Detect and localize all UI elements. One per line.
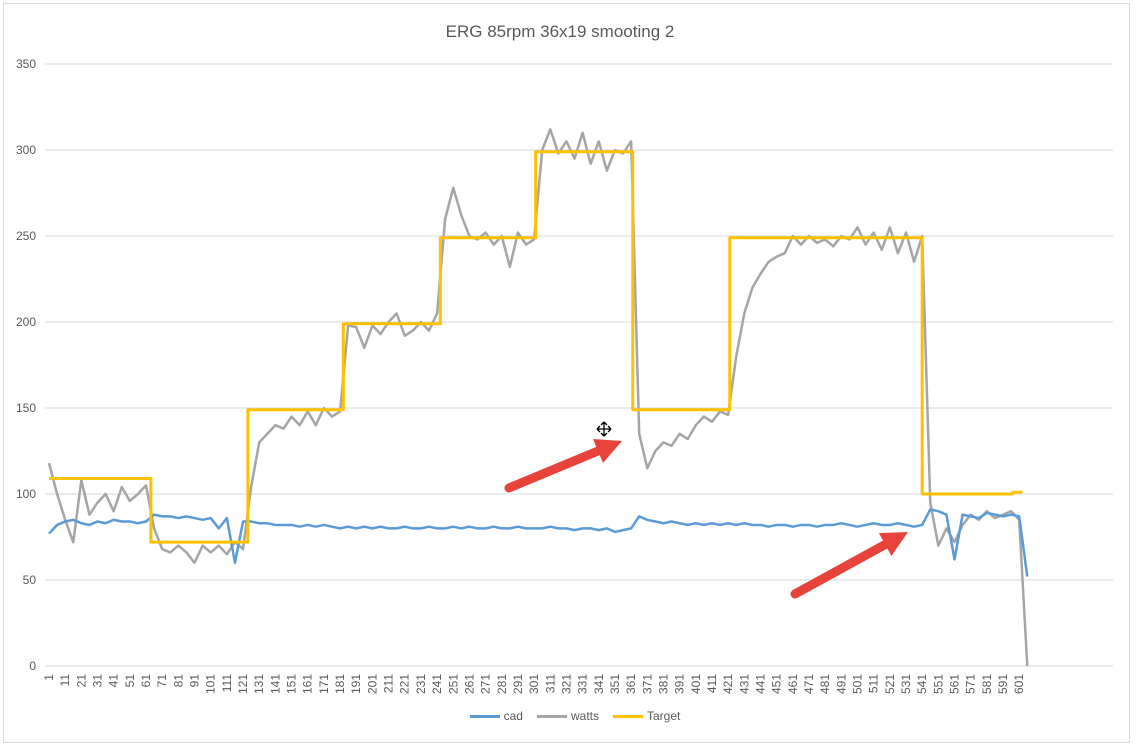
legend-item-cad[interactable]: cad (469, 709, 523, 723)
x-tick-label: 371 (640, 674, 654, 694)
x-tick-label: 391 (673, 674, 687, 694)
x-tick-label: 131 (252, 674, 266, 694)
series-line-watts (47, 128, 1029, 667)
x-tick-label: 451 (770, 674, 784, 694)
y-tick-label: 150 (16, 401, 36, 415)
legend-swatch-cad (469, 714, 500, 718)
y-tick-label: 50 (23, 573, 37, 587)
x-tick-label: 1 (42, 674, 56, 681)
x-tick-label: 551 (931, 674, 945, 694)
legend-item-target[interactable]: Target (613, 709, 680, 723)
legend: cad watts Target (0, 709, 1140, 723)
x-tick-label: 81 (171, 674, 185, 688)
annotation-arrow-1-head (593, 438, 622, 463)
x-tick-label: 201 (365, 674, 379, 694)
series-line-cad (48, 508, 1029, 577)
chart-title: ERG 85rpm 36x19 smooting 2 (445, 22, 675, 41)
legend-swatch-watts (536, 714, 567, 718)
x-tick-label: 171 (317, 674, 331, 694)
x-tick-label: 191 (349, 674, 363, 694)
y-tick-label: 250 (16, 229, 36, 243)
y-tick-label: 100 (16, 487, 36, 501)
x-tick-label: 181 (333, 674, 347, 694)
x-tick-label: 331 (576, 674, 590, 694)
legend-label-target: Target (647, 709, 681, 723)
x-tick-label: 41 (107, 674, 121, 688)
x-tick-label: 311 (543, 674, 557, 693)
x-tick-label: 571 (964, 674, 978, 694)
x-tick-label: 461 (786, 674, 800, 694)
annotation-arrow-2-shaft (790, 540, 890, 599)
chart-frame (3, 3, 1130, 743)
x-tick-label: 381 (656, 674, 670, 694)
x-tick-label: 441 (753, 674, 767, 694)
x-tick-label: 121 (236, 674, 250, 694)
annotation-arrow-2-head (878, 532, 908, 556)
x-tick-label: 271 (479, 674, 493, 694)
x-tick-label: 141 (268, 674, 282, 694)
series-line-target (49, 150, 1023, 544)
x-tick-label: 321 (559, 674, 573, 694)
y-tick-label: 300 (16, 143, 36, 157)
x-tick-label: 251 (446, 674, 460, 694)
x-tick-label: 261 (462, 674, 476, 694)
x-tick-label: 411 (705, 674, 719, 693)
x-tick-label: 211 (382, 674, 396, 693)
y-tick-label: 350 (16, 57, 36, 71)
x-tick-label: 561 (948, 674, 962, 694)
x-tick-label: 541 (915, 674, 929, 694)
x-tick-label: 61 (139, 674, 153, 688)
x-tick-label: 601 (1012, 674, 1026, 694)
x-tick-label: 521 (883, 674, 897, 694)
x-tick-label: 531 (899, 674, 913, 694)
legend-swatch-target (613, 714, 643, 718)
x-tick-label: 481 (818, 674, 832, 694)
x-tick-label: 281 (495, 674, 509, 694)
x-tick-label: 31 (91, 674, 105, 688)
x-tick-label: 51 (123, 674, 137, 688)
x-tick-label: 351 (608, 674, 622, 694)
x-tick-label: 581 (980, 674, 994, 694)
move-cursor-icon (596, 421, 612, 437)
x-tick-label: 91 (188, 674, 202, 688)
x-tick-label: 221 (398, 674, 412, 694)
x-tick-label: 71 (155, 674, 169, 688)
x-tick-label: 111 (220, 674, 234, 693)
x-tick-label: 491 (834, 674, 848, 694)
x-tick-label: 341 (592, 674, 606, 694)
x-tick-label: 401 (689, 674, 703, 694)
x-tick-label: 101 (204, 674, 218, 694)
x-tick-label: 161 (301, 674, 315, 694)
y-tick-label: 200 (16, 315, 36, 329)
legend-label-cad: cad (503, 709, 523, 723)
y-tick-label: 0 (29, 659, 36, 673)
x-tick-label: 301 (527, 674, 541, 694)
x-tick-label: 11 (58, 674, 72, 687)
x-tick-label: 21 (74, 674, 88, 688)
x-tick-label: 501 (851, 674, 865, 694)
x-tick-label: 291 (511, 674, 525, 694)
annotation-arrow-1-shaft (504, 446, 603, 493)
x-tick-label: 421 (721, 674, 735, 694)
x-tick-label: 471 (802, 674, 816, 694)
x-tick-label: 591 (996, 674, 1010, 694)
x-tick-label: 431 (737, 674, 751, 694)
legend-item-watts[interactable]: watts (536, 709, 599, 723)
x-tick-label: 231 (414, 674, 428, 694)
x-tick-label: 151 (285, 674, 299, 694)
legend-label-watts: watts (570, 709, 599, 723)
x-tick-label: 511 (867, 674, 881, 693)
x-tick-label: 361 (624, 674, 638, 694)
x-tick-label: 241 (430, 674, 444, 694)
